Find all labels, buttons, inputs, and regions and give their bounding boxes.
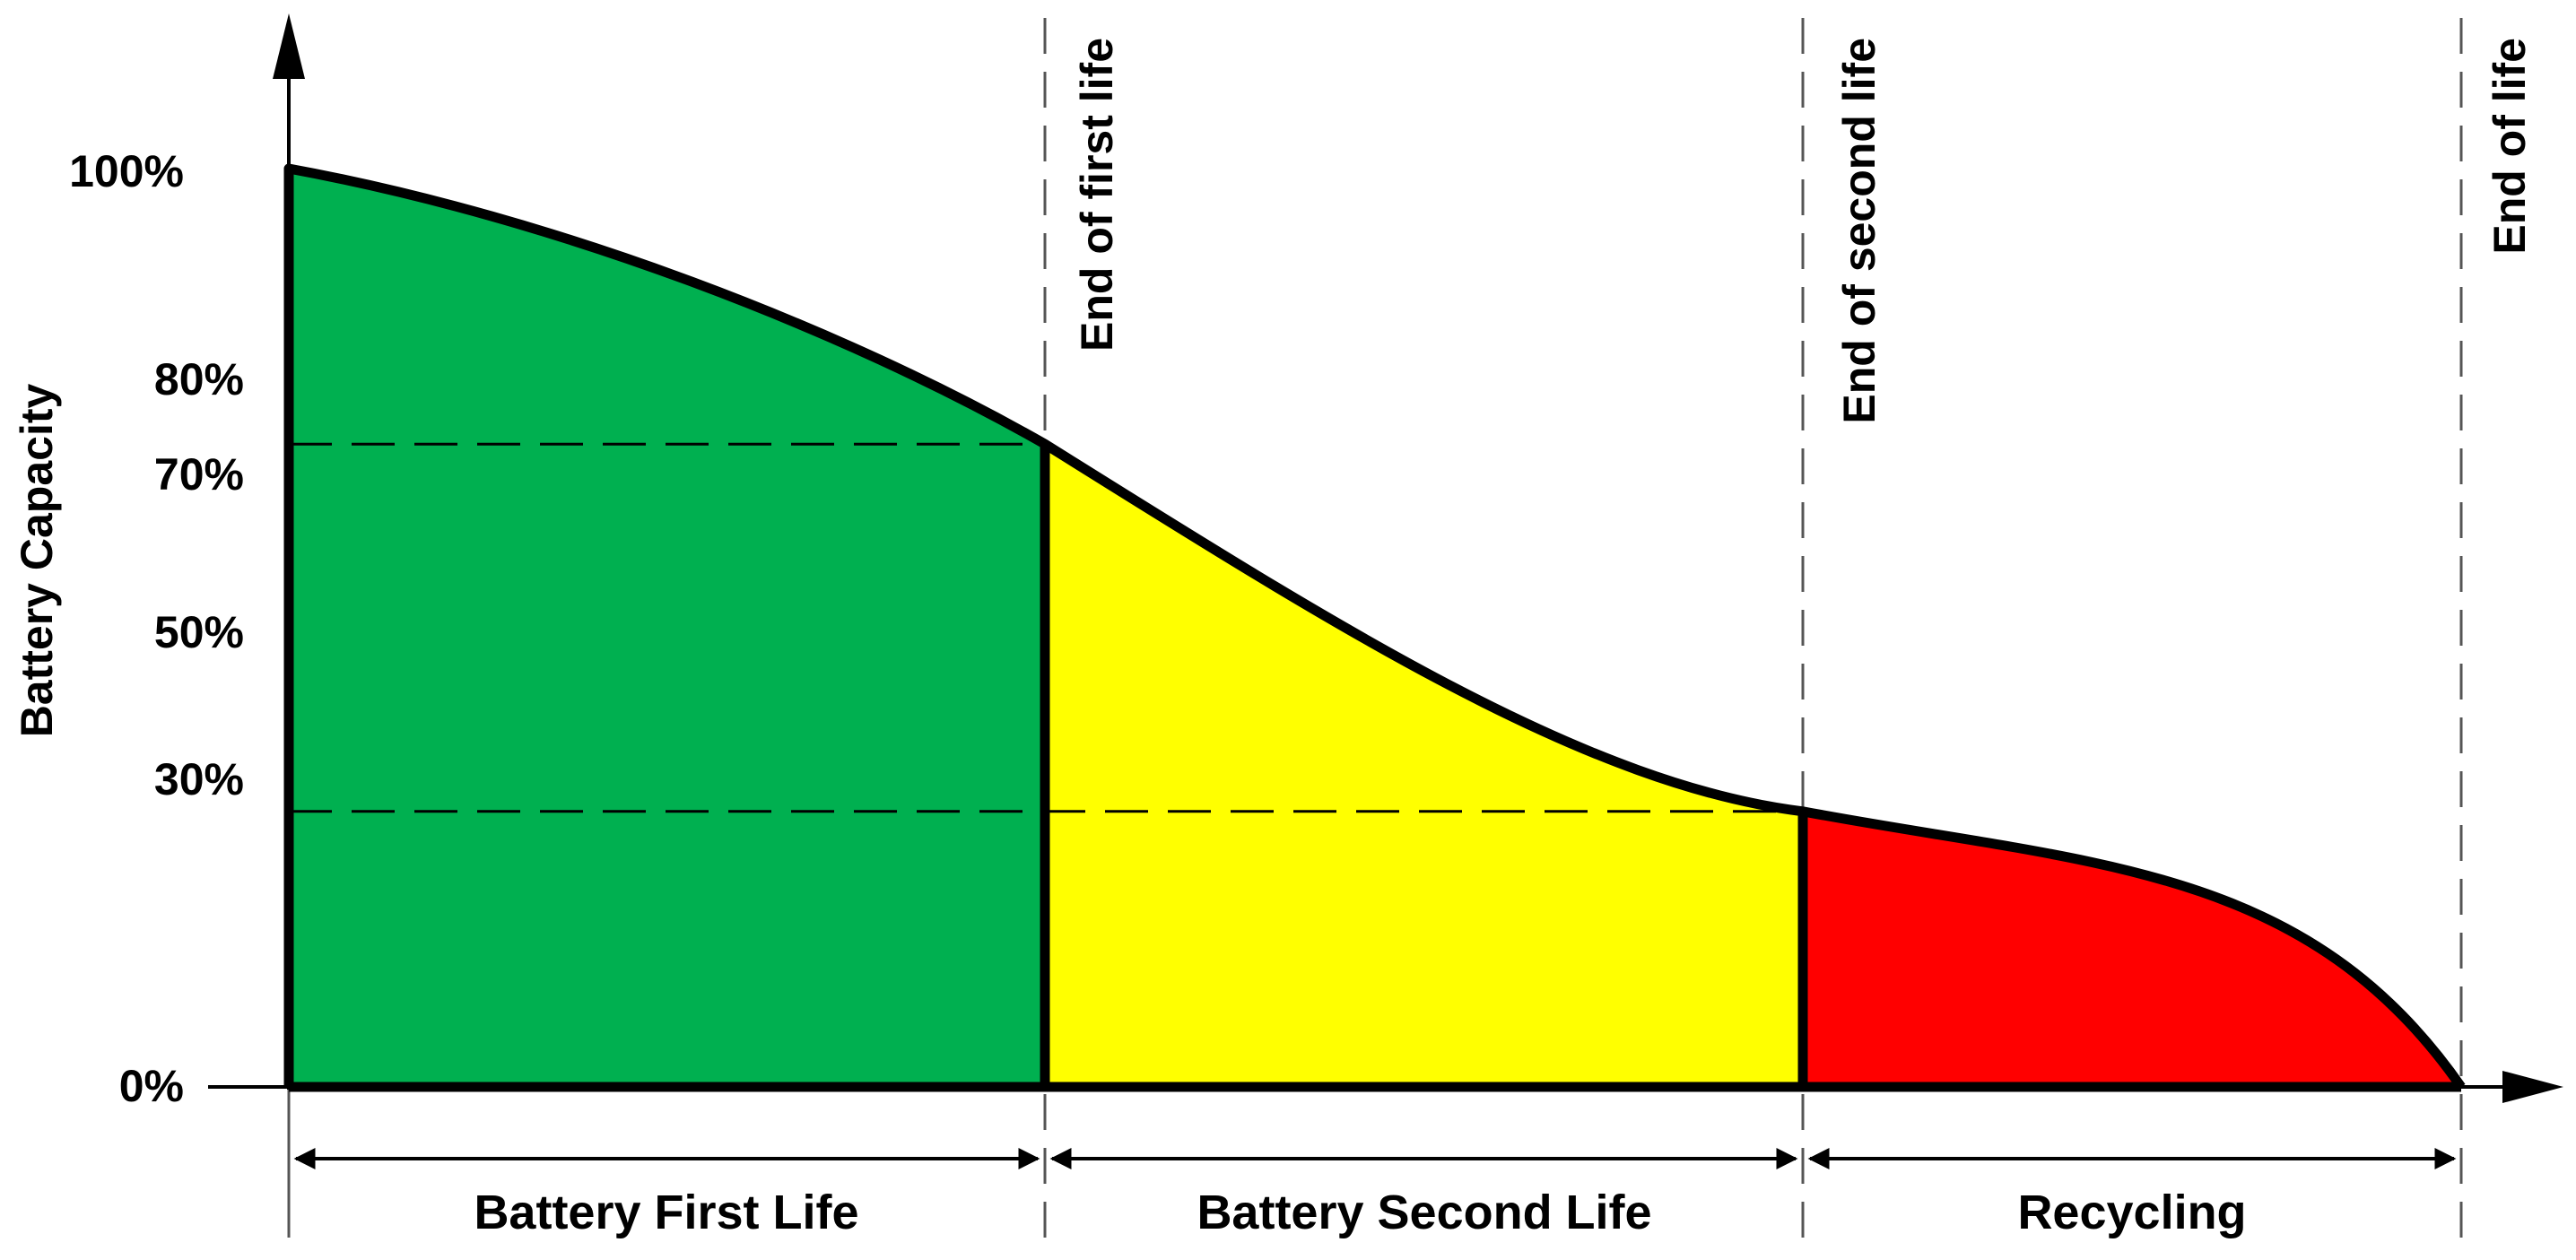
end-of-life-label: End of life bbox=[2485, 38, 2535, 255]
first-life-region bbox=[289, 169, 1045, 1087]
y-tick-label: 0% bbox=[119, 1061, 184, 1111]
end-of-second-life-label: End of second life bbox=[1834, 38, 1884, 424]
capacity-curve bbox=[283, 163, 2466, 1091]
y-tick-label: 30% bbox=[154, 754, 244, 804]
y-axis-arrowhead bbox=[273, 13, 305, 79]
first-life-label: Battery First Life bbox=[474, 1186, 858, 1239]
end-of-first-life-label: End of first life bbox=[1072, 38, 1122, 352]
y-tick-label: 70% bbox=[154, 449, 244, 500]
x-axis-arrowhead bbox=[2502, 1071, 2563, 1103]
y-tick-label: 80% bbox=[154, 354, 244, 404]
recycling-label: Recycling bbox=[2017, 1186, 2246, 1239]
recycling-region bbox=[1803, 811, 2461, 1087]
y-tick-label: 100% bbox=[69, 146, 184, 196]
y-tick-label: 50% bbox=[154, 607, 244, 657]
second-life-label: Battery Second Life bbox=[1197, 1186, 1651, 1239]
y-axis-title: Battery Capacity bbox=[12, 384, 62, 738]
second-life-region bbox=[1045, 444, 1803, 1087]
